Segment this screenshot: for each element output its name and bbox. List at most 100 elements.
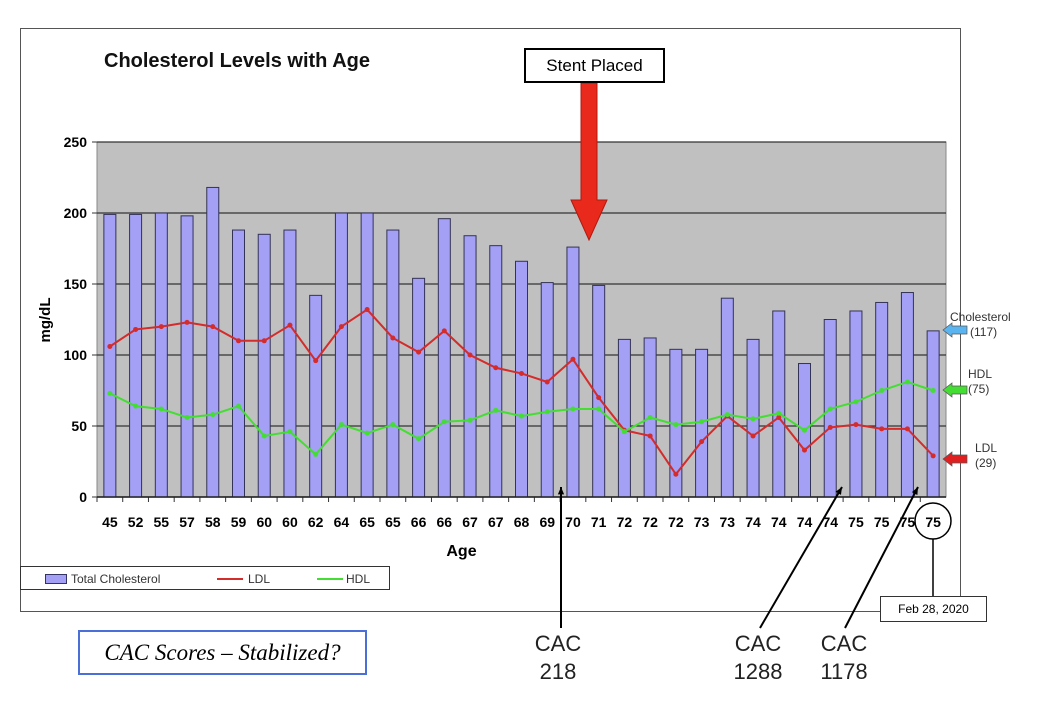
point-hdl xyxy=(158,406,164,412)
point-ldl xyxy=(879,426,885,432)
bar-total-cholesterol xyxy=(103,213,117,498)
cac-arrow xyxy=(759,486,843,629)
x-tick-label: 67 xyxy=(462,514,478,530)
legend-swatch-total xyxy=(45,574,67,584)
cac-annotation-1: CAC 218 xyxy=(518,630,598,686)
bar-total-cholesterol xyxy=(386,229,400,498)
cac-scores-title: CAC Scores – Stabilized? xyxy=(78,630,367,675)
cac-value: 218 xyxy=(539,659,577,684)
y-tick-label: 150 xyxy=(64,276,88,292)
point-ldl xyxy=(544,379,550,385)
x-tick-label: 74 xyxy=(797,514,813,530)
point-hdl xyxy=(879,388,885,393)
x-tick-label: 57 xyxy=(179,514,195,530)
x-tick-label: 62 xyxy=(308,514,324,530)
bar-total-cholesterol xyxy=(309,294,323,498)
bar-total-cholesterol xyxy=(720,297,734,498)
x-tick-label: 52 xyxy=(128,514,144,530)
point-hdl xyxy=(107,390,113,396)
point-hdl xyxy=(904,379,910,385)
point-hdl xyxy=(776,410,782,416)
bar-total-cholesterol xyxy=(257,233,271,498)
side-label-hdl: HDL (75) xyxy=(968,367,992,397)
y-tick-label: 0 xyxy=(79,489,87,505)
point-ldl xyxy=(338,324,344,330)
point-ldl xyxy=(493,365,499,371)
point-ldl xyxy=(699,439,705,445)
bar-total-cholesterol xyxy=(360,212,374,498)
point-hdl xyxy=(493,407,499,413)
stent-placed-label: Stent Placed xyxy=(524,48,665,83)
bar-total-cholesterol xyxy=(875,301,889,498)
point-hdl xyxy=(261,433,267,439)
cac-arrow xyxy=(844,486,919,629)
x-tick-label: 75 xyxy=(900,514,916,530)
point-hdl xyxy=(802,427,807,433)
x-tick-label: 66 xyxy=(437,514,453,530)
y-tick-label: 200 xyxy=(64,205,88,221)
stent-arrow xyxy=(570,82,608,242)
x-tick-label: 72 xyxy=(668,514,684,530)
cac-arrowhead xyxy=(911,487,918,495)
point-ldl xyxy=(467,352,473,358)
x-tick-label: 72 xyxy=(642,514,658,530)
x-tick-label: 45 xyxy=(102,514,118,530)
x-tick-label: 74 xyxy=(822,514,838,530)
bar-total-cholesterol xyxy=(232,229,245,498)
side-name: LDL xyxy=(975,441,998,455)
side-label-cholesterol: Cholesterol (117) xyxy=(950,310,1011,340)
point-hdl xyxy=(416,436,422,442)
cac-label: CAC xyxy=(734,631,782,656)
point-hdl xyxy=(313,451,319,457)
point-ldl xyxy=(313,358,319,364)
x-tick-label: 59 xyxy=(231,514,247,530)
bar-total-cholesterol xyxy=(772,310,786,498)
point-hdl xyxy=(364,430,370,436)
x-tick-label: 55 xyxy=(154,514,170,530)
point-hdl xyxy=(853,399,859,405)
legend-ldl: LDL xyxy=(248,572,271,586)
bar-total-cholesterol xyxy=(154,212,168,498)
side-name: Cholesterol xyxy=(950,310,1011,324)
point-ldl xyxy=(750,433,756,439)
point-ldl xyxy=(930,453,936,459)
x-tick-label: 75 xyxy=(925,514,941,530)
point-ldl xyxy=(519,370,524,376)
x-tick-label: 75 xyxy=(874,514,890,530)
point-ldl xyxy=(853,422,859,428)
point-hdl xyxy=(184,414,190,420)
point-ldl xyxy=(158,324,164,330)
side-arrow-hdl xyxy=(942,382,968,398)
point-ldl xyxy=(184,319,190,325)
point-ldl xyxy=(210,324,216,330)
x-tick-label: 72 xyxy=(617,514,633,530)
point-hdl xyxy=(133,403,139,409)
point-ldl xyxy=(416,349,422,355)
cac-annotation-3: CAC 1178 xyxy=(804,630,884,686)
bar-total-cholesterol xyxy=(129,213,143,498)
side-arrow-ldl xyxy=(942,451,968,467)
x-tick-label: 74 xyxy=(745,514,761,530)
x-tick-label: 65 xyxy=(359,514,375,530)
x-tick-label: 60 xyxy=(256,514,272,530)
cac-value: 1288 xyxy=(733,659,783,684)
cac-label: CAC xyxy=(534,631,582,656)
side-label-ldl: LDL (29) xyxy=(975,441,997,471)
x-tick-label: 67 xyxy=(488,514,504,530)
bar-total-cholesterol xyxy=(617,338,631,498)
legend-total: Total Cholesterol xyxy=(71,572,161,586)
y-axis-label: mg/dL xyxy=(37,298,54,343)
point-ldl xyxy=(570,356,576,362)
point-ldl xyxy=(261,338,267,344)
point-ldl xyxy=(364,307,370,313)
bar-total-cholesterol xyxy=(926,330,940,498)
point-hdl xyxy=(519,413,524,419)
x-tick-label: 60 xyxy=(282,514,298,530)
y-tick-label: 250 xyxy=(64,134,88,150)
x-tick-label: 73 xyxy=(720,514,736,530)
point-hdl xyxy=(596,406,602,412)
legend-swatch-hdl xyxy=(317,578,343,580)
point-hdl xyxy=(544,409,550,415)
point-hdl xyxy=(441,419,447,425)
